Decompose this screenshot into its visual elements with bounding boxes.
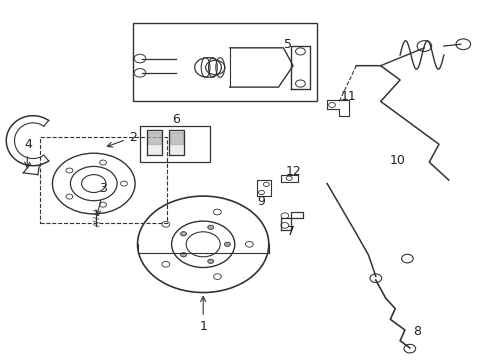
Text: 7: 7 [286,225,294,238]
Text: 11: 11 [341,90,356,103]
Text: 12: 12 [285,165,301,177]
Bar [40,137,166,223]
Text: 5: 5 [284,38,292,51]
Text: 4: 4 [24,138,32,167]
Circle shape [180,231,186,236]
Circle shape [207,225,213,229]
Circle shape [207,259,213,264]
Text: 3: 3 [96,182,107,215]
Text: 10: 10 [389,154,405,167]
Bar [132,23,317,102]
Polygon shape [147,130,162,155]
Text: 2: 2 [107,131,136,147]
Circle shape [180,253,186,257]
Text: 9: 9 [257,195,265,208]
Polygon shape [169,130,183,155]
Bar [140,126,210,162]
Polygon shape [170,132,183,144]
Polygon shape [148,132,161,144]
Circle shape [224,242,230,247]
Text: 6: 6 [172,113,180,126]
Text: 8: 8 [412,325,420,338]
Text: 1: 1 [199,297,207,333]
